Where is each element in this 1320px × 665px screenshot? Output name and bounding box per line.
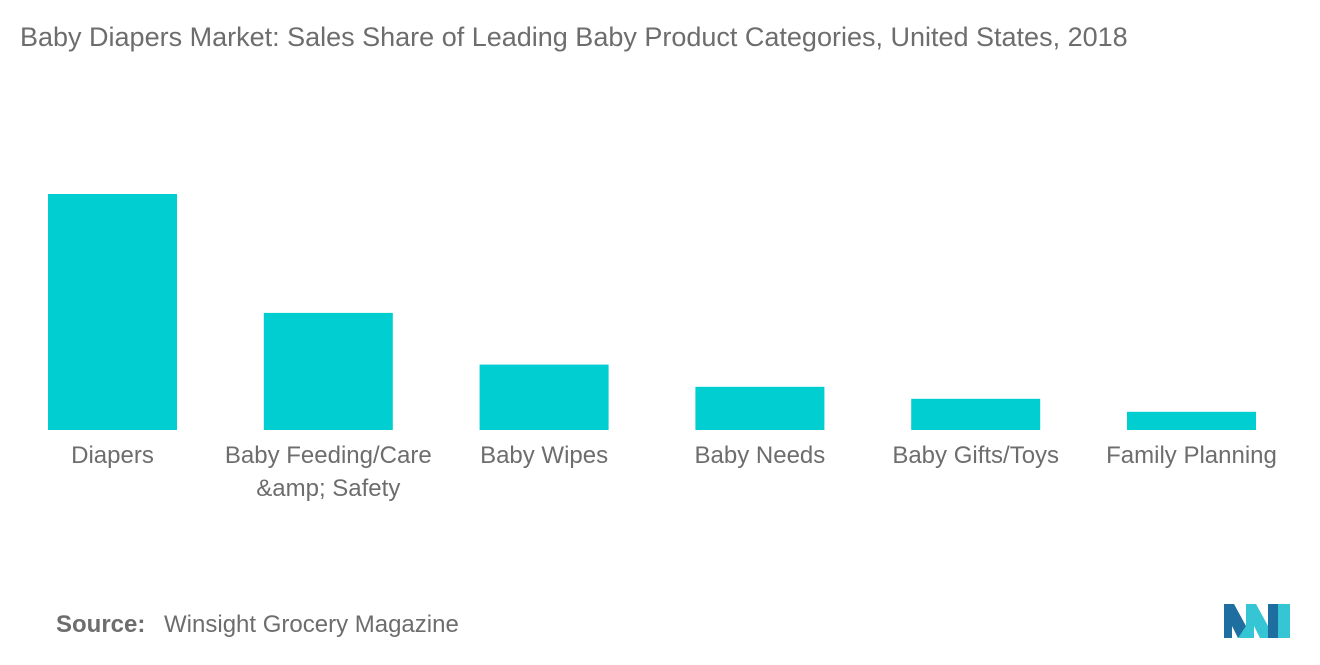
bar-2	[479, 364, 609, 430]
chart-title: Baby Diapers Market: Sales Share of Lead…	[20, 22, 1128, 52]
x-tick-label-4: Baby Gifts/Toys	[892, 442, 1059, 469]
x-tick-label-3: Baby Needs	[695, 442, 826, 469]
bar-0	[48, 194, 177, 430]
x-tick-label-2: Baby Wipes	[480, 442, 608, 469]
x-axis-labels: Diapers Baby Feeding/Care &amp; Safety Baby…	[71, 442, 1277, 502]
x-tick-label-1: Baby Feeding/Care &amp; Safety	[225, 442, 432, 502]
source-line: Source: Winsight Grocery Magazine	[56, 611, 459, 639]
bar-5	[1127, 411, 1256, 430]
x-tick-label-5: Family Planning	[1106, 442, 1277, 469]
bar-3	[695, 386, 825, 430]
source-text: Winsight Grocery Magazine	[164, 611, 459, 638]
x-tick-label-0: Diapers	[71, 442, 154, 469]
bar-4	[911, 398, 1041, 430]
bar-chart: Diapers Baby Feeding/Care &amp; Safety Baby…	[48, 194, 1277, 502]
mordor-intelligence-logo-icon	[1224, 604, 1290, 638]
bar-1	[263, 312, 393, 430]
bars-group	[48, 194, 1256, 430]
source-label: Source:	[56, 611, 146, 638]
